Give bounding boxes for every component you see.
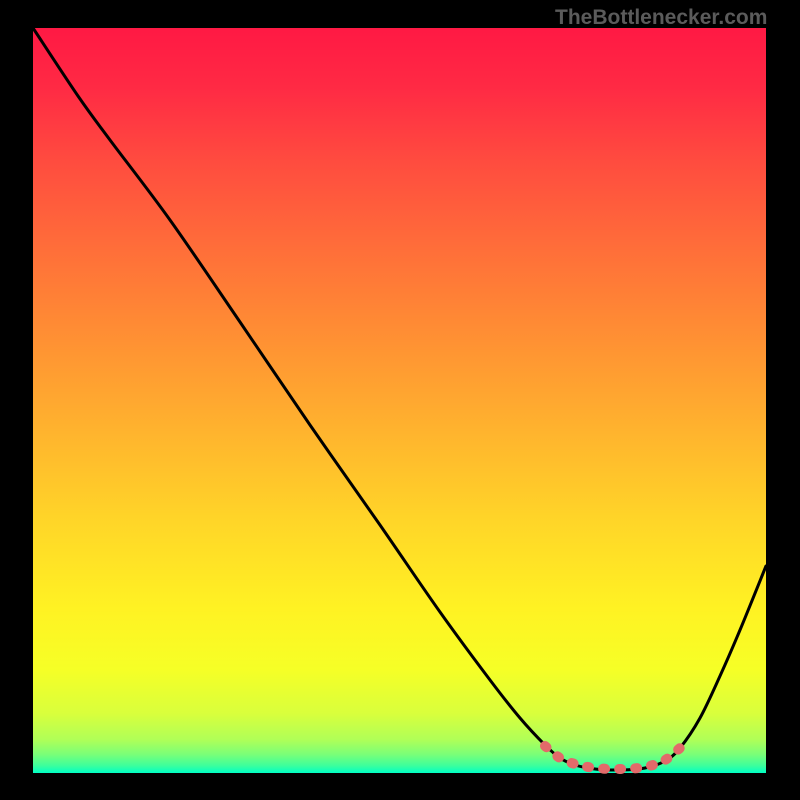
plot-area	[33, 28, 766, 773]
bottleneck-curve	[33, 28, 766, 770]
watermark-text: TheBottlenecker.com	[555, 6, 767, 30]
optimal-range-marker	[545, 746, 680, 769]
curve-layer	[0, 0, 800, 800]
chart-container: TheBottlenecker.com	[0, 0, 800, 800]
